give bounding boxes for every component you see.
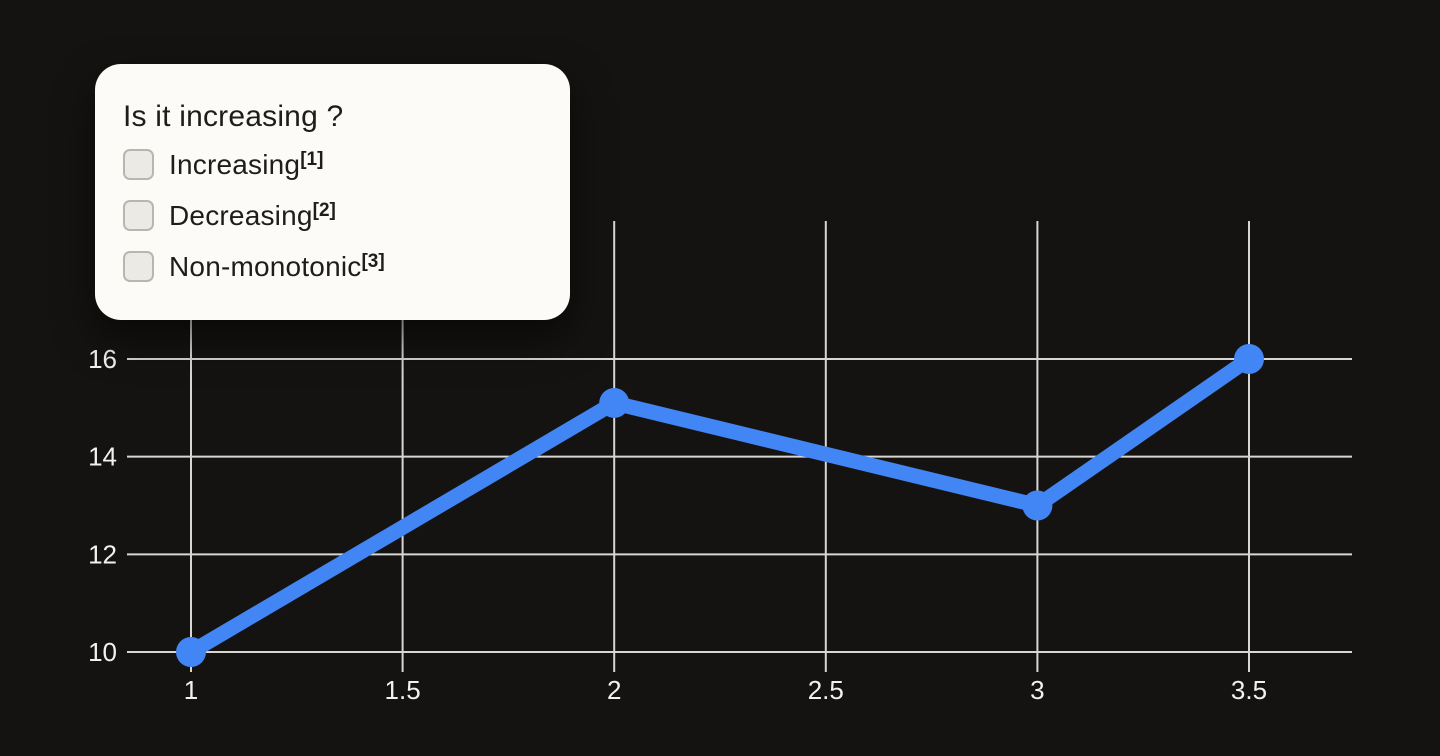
data-point — [1022, 490, 1053, 521]
x-tick-label: 2 — [607, 675, 621, 705]
x-tick-label: 1 — [184, 675, 198, 705]
option-superscript: [1] — [300, 148, 324, 170]
y-tick-label: 14 — [88, 442, 117, 472]
y-tick-label: 12 — [88, 539, 117, 569]
x-tick-label: 3.5 — [1231, 675, 1267, 705]
checkbox-increasing[interactable] — [123, 149, 154, 180]
y-tick-label: 10 — [88, 637, 117, 667]
checkbox-decreasing[interactable] — [123, 200, 154, 231]
option-superscript: [3] — [361, 250, 385, 272]
option-increasing[interactable]: Increasing[1] — [123, 149, 542, 180]
data-point — [1234, 344, 1264, 375]
checkbox-non-monotonic[interactable] — [123, 251, 154, 282]
option-label: Increasing[1] — [169, 148, 324, 180]
data-point — [599, 387, 630, 418]
series-line — [183, 351, 1257, 660]
question-card: Is it increasing ? Increasing[1] Decreas… — [95, 64, 570, 320]
option-label: Non-monotonic[3] — [169, 250, 385, 282]
data-point — [176, 637, 206, 667]
option-label: Decreasing[2] — [169, 199, 336, 231]
x-tick-label: 2.5 — [808, 675, 844, 705]
y-tick-label: 16 — [88, 344, 117, 374]
option-non-monotonic[interactable]: Non-monotonic[3] — [123, 251, 542, 282]
option-decreasing[interactable]: Decreasing[2] — [123, 200, 542, 231]
x-tick-label: 3 — [1030, 675, 1044, 705]
option-superscript: [2] — [312, 199, 336, 221]
question-title: Is it increasing ? — [123, 100, 344, 133]
x-tick-label: 1.5 — [385, 675, 421, 705]
